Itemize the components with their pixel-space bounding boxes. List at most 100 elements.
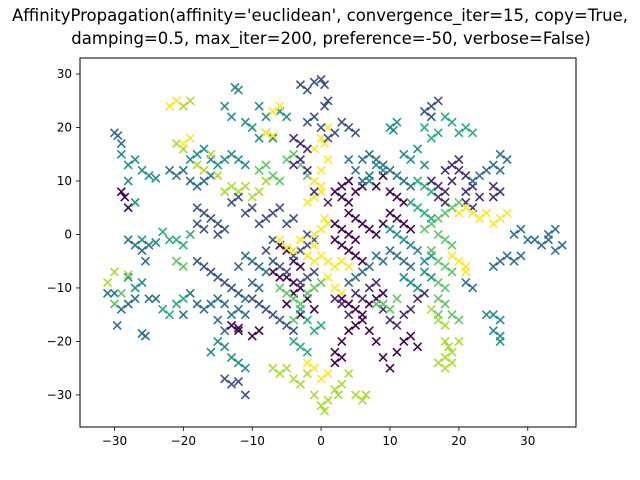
scatter-point xyxy=(371,278,381,288)
scatter-point xyxy=(447,160,457,170)
scatter-point xyxy=(282,155,292,165)
scatter-point xyxy=(323,155,333,165)
scatter-point xyxy=(295,261,306,272)
scatter-point xyxy=(550,245,560,256)
scatter-point xyxy=(316,74,326,84)
scatter-point xyxy=(495,256,505,266)
scatter-point xyxy=(151,237,161,248)
scatter-point xyxy=(302,368,312,379)
scatter-point xyxy=(502,155,512,165)
scatter-point xyxy=(426,176,436,186)
scatter-point xyxy=(309,144,319,154)
scatter-point xyxy=(447,117,457,127)
scatter-point xyxy=(344,155,354,165)
scatter-point xyxy=(447,310,457,320)
scatter-point xyxy=(151,173,161,183)
scatter-point xyxy=(130,294,140,304)
scatter-point xyxy=(247,331,257,341)
scatter-point xyxy=(454,208,464,218)
scatter-point xyxy=(392,171,402,181)
scatter-point xyxy=(557,240,567,250)
scatter-point xyxy=(240,363,250,373)
scatter-point xyxy=(454,165,464,175)
scatter-point xyxy=(268,235,278,245)
scatter-point xyxy=(350,128,361,138)
scatter-point xyxy=(275,261,285,272)
scatter-point xyxy=(385,363,395,373)
scatter-point xyxy=(337,336,347,347)
scatter-point xyxy=(164,310,175,320)
scatter-point xyxy=(116,138,126,149)
scatter-point xyxy=(206,299,216,309)
scatter-point xyxy=(178,240,188,250)
scatter-point xyxy=(130,155,140,165)
scatter-point xyxy=(302,315,312,325)
scatter-point xyxy=(123,272,133,282)
y-axis: −30 −20 −10 0 10 20 30 xyxy=(47,67,80,402)
scatter-point xyxy=(488,192,498,202)
scatter-point xyxy=(268,171,278,181)
scatter-point xyxy=(461,278,471,288)
scatter-point xyxy=(116,304,126,314)
scatter-point xyxy=(447,240,457,250)
scatter-point xyxy=(302,229,312,240)
scatter-point xyxy=(309,390,319,400)
scatter-point xyxy=(240,160,250,170)
scatter-point xyxy=(295,138,306,149)
scatter-point xyxy=(433,315,443,325)
scatter-point xyxy=(261,176,271,186)
scatter-point xyxy=(319,101,330,111)
scatter-point xyxy=(357,176,368,186)
scatter-point xyxy=(399,256,409,266)
scatter-point xyxy=(330,294,340,304)
scatter-point xyxy=(433,358,443,368)
scatter-point xyxy=(288,336,299,347)
scatter-point xyxy=(123,235,133,245)
scatter-point xyxy=(406,261,416,272)
scatter-point xyxy=(178,310,188,320)
scatter-point xyxy=(330,384,340,395)
scatter-point xyxy=(144,240,154,250)
scatter-point xyxy=(364,326,374,336)
scatter-point xyxy=(309,256,319,266)
scatter-point xyxy=(230,82,240,92)
scatter-point xyxy=(433,229,443,240)
scatter-point xyxy=(275,176,285,186)
scatter-point xyxy=(199,261,209,272)
scatter-point xyxy=(454,155,464,165)
scatter-point xyxy=(495,336,505,347)
scatter-point xyxy=(426,101,436,111)
scatter-point xyxy=(440,352,450,363)
scatter-point xyxy=(113,130,123,141)
scatter-point xyxy=(474,171,485,181)
scatter-point xyxy=(140,331,151,341)
scatter-point xyxy=(337,379,347,389)
scatter-point xyxy=(123,160,133,170)
scatter-point xyxy=(461,267,471,277)
scatter-point xyxy=(502,208,512,218)
scatter-point xyxy=(261,128,271,138)
scatter-point xyxy=(399,176,409,186)
scatter-point xyxy=(350,251,361,261)
scatter-point xyxy=(361,390,371,400)
scatter-point xyxy=(164,235,175,245)
scatter-point xyxy=(364,176,374,186)
x-tick-label: 20 xyxy=(451,434,466,448)
scatter-point xyxy=(268,130,278,141)
scatter-point xyxy=(344,176,354,186)
scatter-point xyxy=(447,203,457,213)
scatter-point xyxy=(233,323,244,333)
scatter-point xyxy=(440,187,450,197)
scatter-point xyxy=(433,181,443,191)
scatter-point xyxy=(495,165,505,175)
scatter-point xyxy=(144,171,154,181)
scatter-point xyxy=(447,358,457,368)
scatter-point xyxy=(412,176,423,186)
scatter-point xyxy=(523,235,533,245)
scatter-point xyxy=(130,240,140,250)
scatter-point xyxy=(323,122,333,133)
scatter-point xyxy=(316,122,326,133)
scatter-point xyxy=(288,245,299,256)
scatter-point xyxy=(206,171,216,181)
scatter-point xyxy=(158,227,168,237)
